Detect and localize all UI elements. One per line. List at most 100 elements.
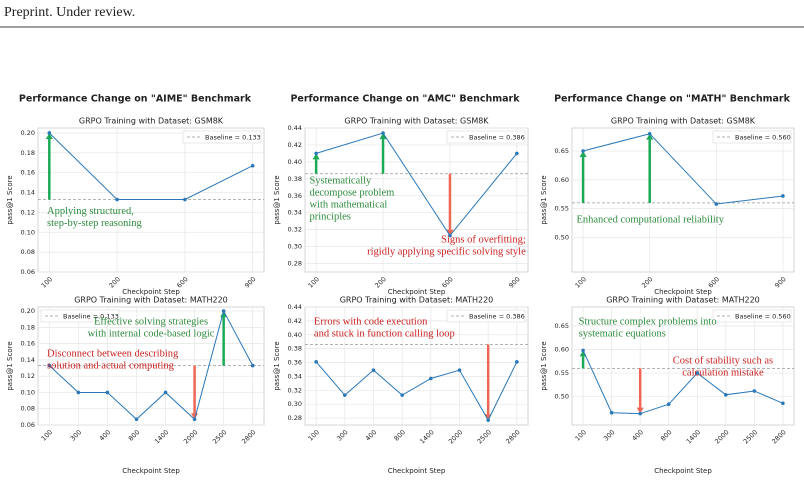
- x-axis-label: Checkpoint Step: [388, 467, 446, 475]
- subplot-title: GRPO Training with Dataset: GSM8K: [611, 117, 756, 126]
- annotation: decompose problem: [309, 188, 394, 199]
- data-point: [314, 151, 318, 156]
- y-tick-label: 0.18: [21, 323, 35, 331]
- legend-label: Baseline = 0.560: [735, 134, 791, 142]
- x-axis-label: Checkpoint Step: [122, 288, 180, 296]
- x-tick-label: 900: [243, 275, 257, 289]
- y-tick-label: 0.55: [555, 369, 569, 377]
- y-axis-label: pass@1 Score: [540, 175, 548, 224]
- x-tick-label: 300: [602, 428, 616, 442]
- y-tick-label: 0.40: [288, 331, 302, 339]
- x-tick-label: 2500: [476, 428, 493, 445]
- x-axis-label: Checkpoint Step: [122, 467, 180, 475]
- data-line: [48, 309, 254, 421]
- legend-box: [712, 309, 792, 323]
- data-point: [457, 368, 462, 372]
- y-tick-label: 0.65: [555, 322, 569, 330]
- y-tick-label: 0.10: [21, 228, 35, 236]
- data-point: [163, 390, 168, 395]
- arrow-head: [312, 153, 320, 160]
- y-tick-label: 0.55: [555, 205, 569, 213]
- y-tick-label: 0.38: [288, 175, 302, 183]
- arrow-head: [646, 133, 654, 140]
- y-tick-label: 0.44: [288, 124, 302, 132]
- annotation: Enhanced computational reliability: [576, 215, 724, 226]
- y-tick-label: 0.06: [21, 421, 35, 429]
- data-point: [134, 417, 139, 422]
- y-tick-label: 0.12: [21, 372, 35, 380]
- data-line: [316, 132, 518, 237]
- annotation: Errors with code execution: [314, 317, 428, 328]
- x-tick-label: 200: [640, 275, 654, 289]
- y-tick-label: 0.65: [555, 147, 569, 155]
- y-tick-label: 0.28: [288, 414, 302, 422]
- data-point: [638, 411, 642, 416]
- y-tick-label: 0.50: [555, 233, 569, 241]
- x-tick-label: 200: [373, 275, 387, 289]
- data-point: [581, 149, 585, 153]
- legend-label: Baseline = 0.560: [735, 313, 791, 321]
- data-point: [343, 393, 347, 397]
- x-tick-label: 400: [631, 428, 645, 442]
- legend-label: Baseline = 0.133: [205, 134, 261, 142]
- y-tick-label: 0.40: [288, 158, 302, 166]
- arrow-head: [220, 311, 228, 318]
- data-line: [582, 350, 784, 415]
- arrow-head: [579, 151, 587, 158]
- x-tick-label: 100: [307, 275, 321, 289]
- annotation: Disconnect between describing: [47, 349, 179, 360]
- data-point: [250, 363, 255, 368]
- y-tick-label: 0.28: [288, 260, 302, 268]
- y-axis-label: pass@1 Score: [6, 175, 14, 224]
- y-tick-label: 0.20: [21, 129, 35, 137]
- x-tick-label: 2000: [447, 428, 464, 445]
- x-tick-label: 1400: [685, 428, 702, 445]
- column-title: Performance Change on "MATH" Benchmark: [554, 94, 790, 105]
- data-point: [221, 309, 226, 313]
- annotation: Systematically: [309, 176, 372, 187]
- data-point: [381, 131, 385, 135]
- legend-box: [446, 309, 526, 323]
- y-tick-label: 0.36: [288, 359, 302, 367]
- legend-box: [446, 130, 526, 144]
- data-point: [314, 360, 318, 364]
- y-tick-label: 0.34: [288, 372, 302, 380]
- annotation: calculation mistake: [682, 368, 764, 379]
- x-tick-label: 2800: [504, 428, 521, 445]
- data-point: [448, 233, 452, 238]
- x-axis-label: Checkpoint Step: [388, 288, 446, 296]
- data-point: [647, 131, 652, 136]
- legend-label: Baseline = 0.386: [469, 134, 525, 142]
- x-tick-label: 2800: [770, 428, 787, 445]
- plot-frame: [304, 127, 529, 273]
- legend-box: [182, 130, 262, 144]
- y-tick-label: 0.20: [21, 307, 35, 315]
- y-tick-label: 0.16: [21, 169, 35, 177]
- data-point: [724, 392, 728, 397]
- data-point: [515, 151, 519, 156]
- column-title: Performance Change on "AMC" Benchmark: [290, 94, 520, 105]
- data-point: [429, 376, 433, 381]
- y-tick-label: 0.08: [21, 405, 35, 413]
- data-point: [515, 360, 519, 364]
- x-axis-label: Checkpoint Step: [654, 288, 712, 296]
- x-tick-label: 200: [107, 275, 121, 289]
- y-tick-label: 0.42: [288, 141, 302, 149]
- y-tick-label: 0.08: [21, 248, 35, 256]
- data-point: [752, 389, 757, 393]
- y-axis-label: pass@1 Score: [6, 341, 14, 390]
- x-tick-label: 100: [40, 428, 54, 442]
- y-tick-label: 0.10: [21, 388, 35, 396]
- data-point: [695, 371, 700, 375]
- subplot-title: GRPO Training with Dataset: MATH220: [606, 296, 760, 305]
- x-tick-label: 100: [573, 275, 587, 289]
- y-tick-label: 0.38: [288, 345, 302, 353]
- y-axis-label: pass@1 Score: [540, 341, 548, 390]
- x-tick-label: 2000: [713, 428, 730, 445]
- data-point: [486, 418, 490, 422]
- x-tick-label: 800: [393, 428, 407, 442]
- x-tick-label: 800: [127, 428, 141, 442]
- legend-label: Baseline = 0.133: [63, 313, 119, 321]
- data-point: [250, 163, 255, 168]
